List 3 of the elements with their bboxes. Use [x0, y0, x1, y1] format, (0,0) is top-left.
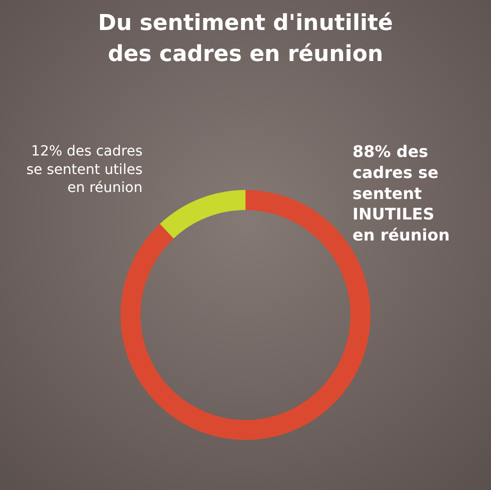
chart-title: Du sentiment d'inutilité des cadres en réunion — [97, 10, 394, 69]
slice-label: 88% des cadres se sentent INUTILES en réunion — [352, 142, 450, 244]
slice-label: 12% des cadres se sentent utiles en réunion — [26, 144, 142, 196]
